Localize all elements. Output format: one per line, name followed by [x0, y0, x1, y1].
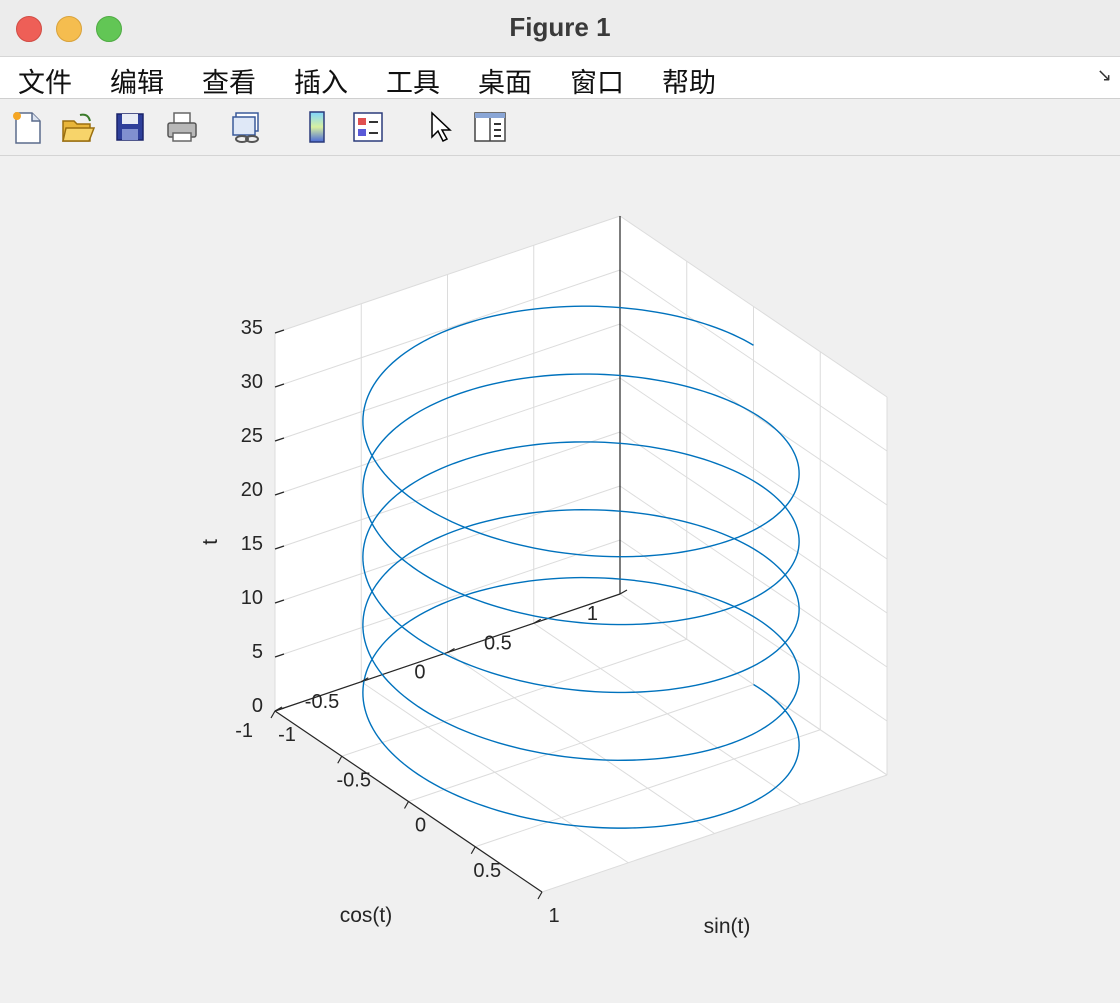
y-tick-label: 0.5 — [484, 632, 512, 654]
grid-line-z-wall-x — [619, 539, 888, 722]
grid-line-z-wall-y — [274, 377, 621, 496]
property-editor-icon[interactable] — [472, 109, 508, 145]
z-tick-mark — [274, 491, 285, 496]
dock-arrow-icon[interactable]: ↘ — [1096, 65, 1112, 85]
y-tick-mark — [360, 677, 369, 683]
x-tick-label: 1 — [548, 905, 559, 927]
grid-line-z-wall-y — [274, 431, 621, 550]
title-bar: Figure 1 — [0, 0, 1120, 57]
grid-line-z-wall-x — [619, 377, 888, 560]
grid-line-z-wall-x — [619, 431, 888, 614]
colorbar-icon[interactable] — [300, 109, 336, 145]
grid-line-z-wall-x — [619, 215, 888, 398]
z-tick-label: 30 — [241, 371, 263, 393]
y-tick-label: -0.5 — [305, 691, 339, 713]
z-tick-mark — [274, 707, 285, 712]
x-tick-mark — [270, 710, 276, 719]
z-tick-label: 0 — [252, 695, 263, 717]
x-axis-label: sin(t) — [704, 915, 751, 938]
x-tick-mark — [537, 891, 543, 900]
z-tick-label: 25 — [241, 425, 263, 447]
x-tick-label: -0.5 — [337, 769, 371, 791]
grid-line-z-wall-x — [619, 269, 888, 452]
z-tick-label: 10 — [241, 587, 263, 609]
z-axis-label: t — [199, 539, 222, 545]
y-tick-mark — [447, 647, 455, 654]
open-file-icon[interactable] — [60, 109, 96, 145]
grid-line-z-wall-y — [274, 269, 621, 388]
z-tick-mark — [274, 545, 285, 550]
menu-edit[interactable]: 编辑 — [110, 68, 164, 99]
x-tick-mark — [337, 755, 343, 764]
plot-area: -1 -0.5 0 0.5 1 -1 -0.5 0 0.5 1 0 5 10 15 20 25 30 35 sin… — [0, 156, 1120, 998]
y-axis-label: cos(t) — [340, 904, 393, 927]
grid-line-z-wall-x — [619, 323, 888, 506]
z-tick-label: 35 — [241, 317, 263, 339]
save-icon[interactable] — [112, 109, 148, 145]
menu-desktop[interactable]: 桌面 — [478, 68, 532, 99]
grid-line-z-wall-x — [619, 485, 888, 668]
grid-line-z-wall-y — [274, 215, 621, 334]
z-tick-label: 5 — [252, 641, 263, 663]
menu-window[interactable]: 窗口 — [570, 68, 624, 99]
z-tick-mark — [274, 383, 285, 388]
z-tick-label: 15 — [241, 533, 263, 555]
menu-file[interactable]: 文件 — [18, 68, 72, 99]
toolbar — [0, 99, 1120, 156]
x-tick-mark — [403, 801, 410, 809]
menu-help[interactable]: 帮助 — [662, 68, 716, 99]
x-tick-label: 0 — [415, 815, 426, 837]
helix-line — [362, 305, 800, 829]
grid-line-y-floor — [360, 681, 629, 864]
grid-line-y-floor — [533, 622, 802, 805]
x-tick-label: 0.5 — [473, 860, 501, 882]
menu-insert[interactable]: 插入 — [294, 68, 348, 99]
print-icon[interactable] — [164, 109, 200, 145]
zoom-button[interactable] — [96, 16, 122, 42]
z-tick-mark — [274, 437, 285, 442]
grid-line-z-wall-y — [274, 485, 621, 604]
menu-bar: 文件 编辑 查看 插入 工具 桌面 窗口 帮助 ↘ — [0, 57, 1120, 99]
legend-icon[interactable] — [350, 109, 386, 145]
helix-curve — [362, 305, 800, 829]
grid-line-z-wall-y — [274, 539, 621, 658]
grid-line-z-wall-y — [274, 323, 621, 442]
menu-view[interactable]: 查看 — [202, 68, 256, 99]
minimize-button[interactable] — [56, 16, 82, 42]
x-tick-label: -1 — [278, 724, 296, 746]
z-tick-mark — [274, 329, 285, 334]
grid-line-y-floor — [447, 652, 715, 834]
z-tick-mark — [274, 653, 285, 658]
y-tick-label: 0 — [414, 662, 425, 684]
link-plot-icon[interactable] — [230, 109, 266, 145]
y-tick-label: 1 — [587, 603, 598, 625]
z-tick-label: 20 — [241, 479, 263, 501]
y-tick-mark — [533, 618, 542, 624]
x-tick-mark — [470, 846, 476, 855]
close-button[interactable] — [16, 16, 42, 42]
z-tick-mark — [274, 599, 285, 604]
new-figure-icon[interactable] — [8, 109, 44, 145]
window-title: Figure 1 — [509, 12, 611, 42]
y-tick-mark — [619, 589, 628, 595]
menu-tools[interactable]: 工具 — [386, 68, 440, 99]
pointer-icon[interactable] — [422, 109, 458, 145]
y-tick-label: -1 — [235, 720, 253, 742]
